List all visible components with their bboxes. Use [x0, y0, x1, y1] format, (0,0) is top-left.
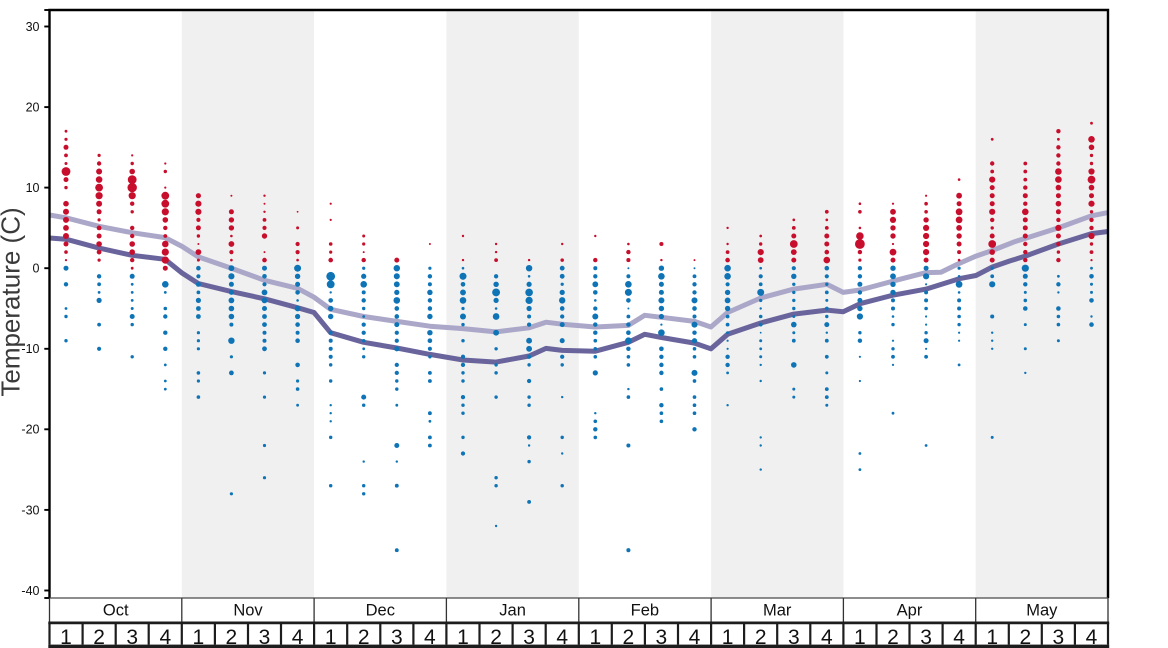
svg-text:Feb: Feb: [631, 601, 659, 619]
svg-text:-40: -40: [21, 584, 39, 598]
svg-text:1: 1: [325, 626, 337, 648]
svg-text:0: 0: [33, 262, 40, 276]
svg-text:2: 2: [226, 626, 238, 648]
svg-text:30: 30: [26, 20, 40, 34]
svg-text:4: 4: [953, 626, 965, 648]
svg-text:1: 1: [589, 626, 601, 648]
svg-text:20: 20: [26, 101, 40, 115]
svg-text:2: 2: [93, 626, 105, 648]
svg-text:4: 4: [556, 626, 568, 648]
svg-text:Apr: Apr: [897, 601, 923, 619]
svg-text:3: 3: [788, 626, 800, 648]
svg-text:2: 2: [490, 626, 502, 648]
svg-text:3: 3: [1053, 626, 1065, 648]
svg-text:2: 2: [1019, 626, 1031, 648]
svg-text:1: 1: [854, 626, 866, 648]
svg-text:4: 4: [1086, 626, 1098, 648]
svg-text:2: 2: [755, 626, 767, 648]
svg-text:3: 3: [391, 626, 403, 648]
svg-text:-30: -30: [21, 503, 39, 517]
svg-text:1: 1: [60, 626, 72, 648]
svg-text:-20: -20: [21, 423, 39, 437]
svg-text:4: 4: [821, 626, 833, 648]
svg-text:2: 2: [623, 626, 635, 648]
svg-text:3: 3: [259, 626, 271, 648]
svg-text:10: 10: [26, 181, 40, 195]
svg-text:Nov: Nov: [233, 601, 263, 619]
svg-text:4: 4: [292, 626, 304, 648]
svg-text:Dec: Dec: [366, 601, 395, 619]
svg-text:3: 3: [523, 626, 535, 648]
svg-text:2: 2: [358, 626, 370, 648]
svg-text:3: 3: [126, 626, 138, 648]
svg-text:1: 1: [457, 626, 469, 648]
svg-text:1: 1: [986, 626, 998, 648]
svg-text:Temperature (C): Temperature (C): [0, 207, 26, 396]
svg-text:4: 4: [159, 626, 171, 648]
svg-text:4: 4: [424, 626, 436, 648]
svg-text:1: 1: [722, 626, 734, 648]
svg-text:-10: -10: [21, 342, 39, 356]
svg-text:Oct: Oct: [103, 601, 129, 619]
svg-text:May: May: [1026, 601, 1058, 619]
svg-text:Jan: Jan: [499, 601, 526, 619]
svg-text:2: 2: [887, 626, 899, 648]
svg-text:3: 3: [656, 626, 668, 648]
svg-text:Mar: Mar: [763, 601, 792, 619]
svg-text:3: 3: [920, 626, 932, 648]
svg-text:4: 4: [689, 626, 701, 648]
svg-text:1: 1: [193, 626, 205, 648]
